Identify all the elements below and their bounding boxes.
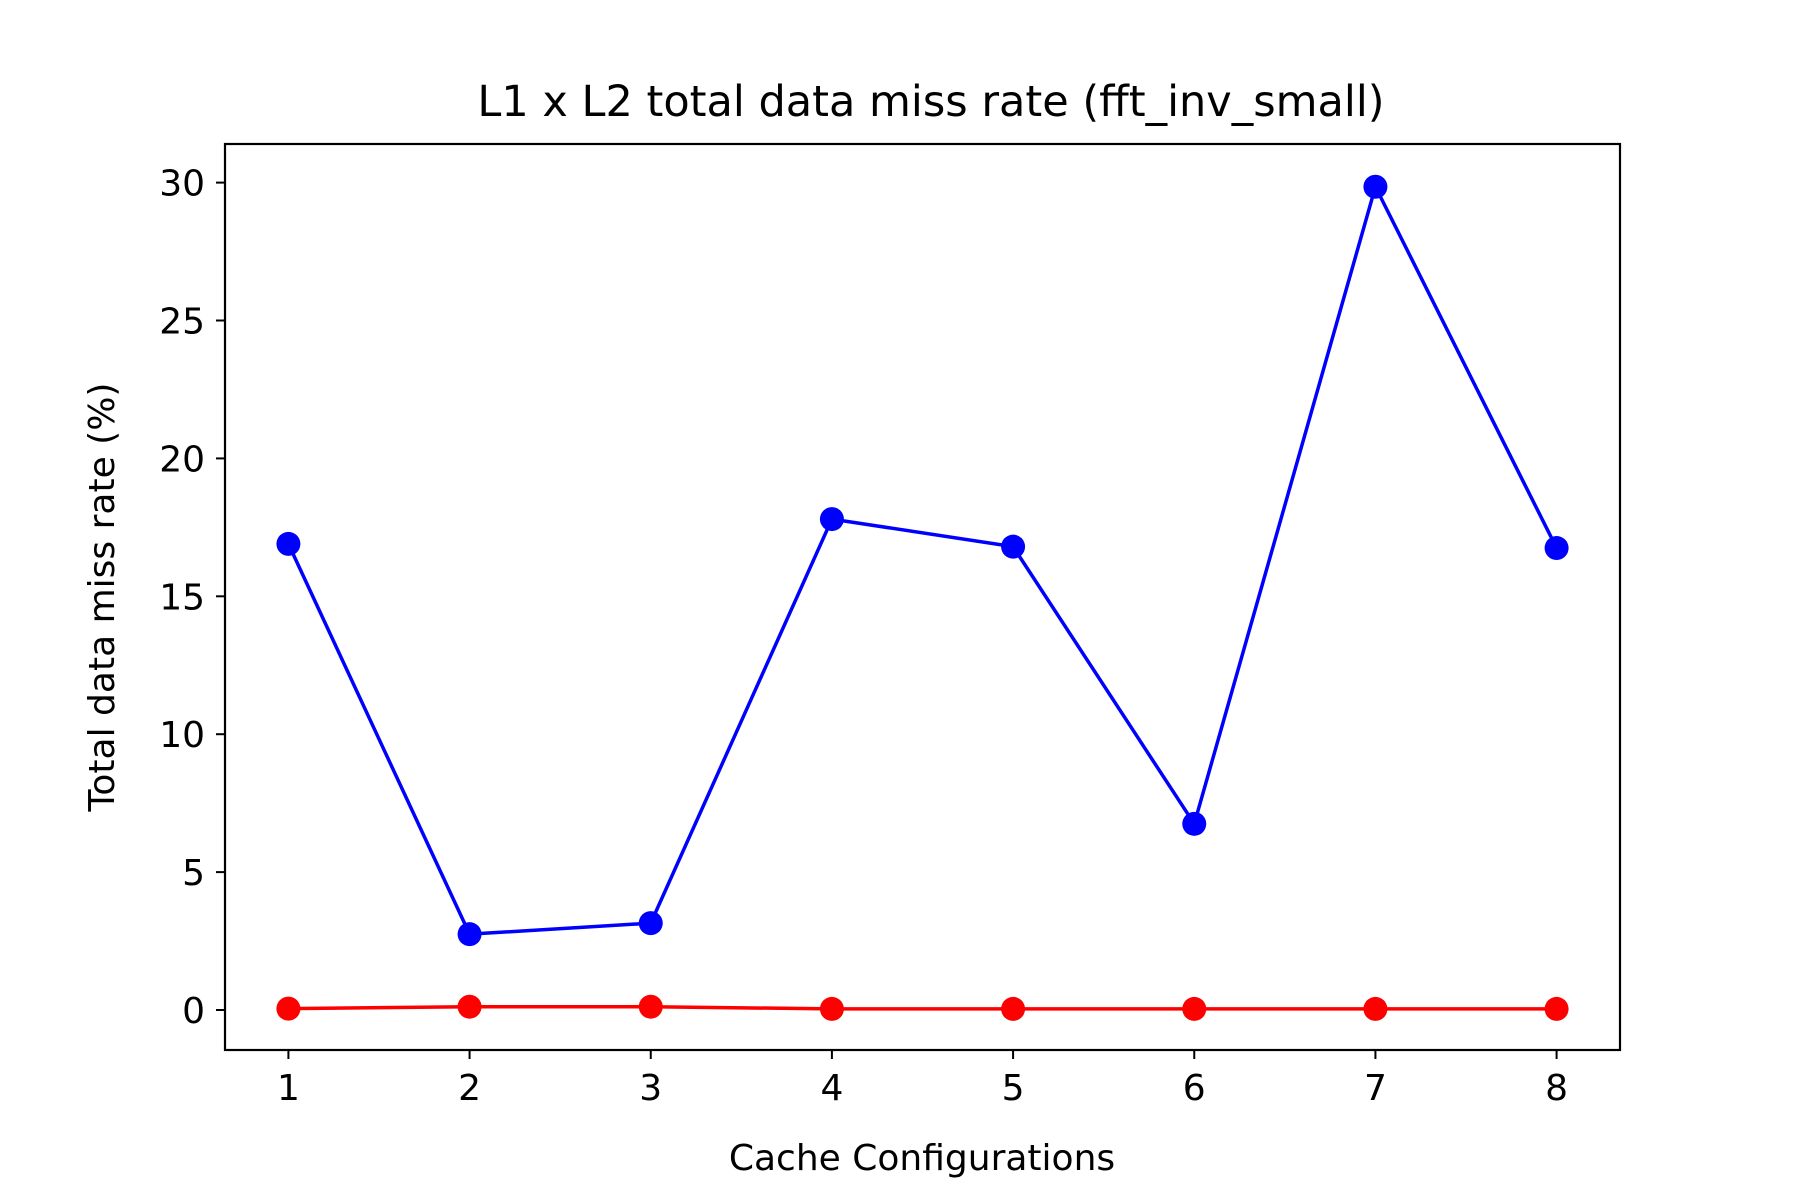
x-axis: 1 2 3 4 5 6 7 8 <box>277 1050 1568 1109</box>
x-tick-label: 4 <box>820 1068 843 1109</box>
series-layer <box>276 174 1569 1021</box>
y-tick-label: 0 <box>182 991 205 1032</box>
x-tick-label: 7 <box>1364 1068 1387 1109</box>
data-point <box>1001 996 1026 1021</box>
plot-area-frame <box>223 142 1622 1052</box>
y-axis: 0 5 10 15 20 25 30 <box>159 164 225 1032</box>
x-axis-label: Cache Configurations <box>729 1138 1115 1179</box>
x-tick-label: 2 <box>458 1068 481 1109</box>
data-point <box>1363 996 1388 1021</box>
data-point <box>1001 534 1026 559</box>
data-point <box>638 994 663 1019</box>
y-tick-label: 10 <box>159 715 205 756</box>
data-point <box>638 911 663 936</box>
data-point <box>276 996 301 1021</box>
y-axis-label: Total data miss rate (%) <box>82 383 123 813</box>
data-point <box>1544 996 1569 1021</box>
y-tick-label: 30 <box>159 164 205 205</box>
x-tick-label: 6 <box>1183 1068 1206 1109</box>
data-point <box>1182 996 1207 1021</box>
data-point <box>457 994 482 1019</box>
chart-title: L1 x L2 total data miss rate (fft_inv_sm… <box>477 77 1384 127</box>
x-tick-label: 1 <box>277 1068 300 1109</box>
series-2 <box>276 994 1569 1021</box>
y-tick-label: 15 <box>159 577 205 618</box>
data-point <box>819 507 844 532</box>
x-tick-label: 3 <box>639 1068 662 1109</box>
data-point <box>1363 174 1388 199</box>
y-tick-label: 20 <box>159 439 205 480</box>
y-tick-label: 5 <box>182 853 205 894</box>
series-line <box>286 184 1559 936</box>
data-point <box>1544 536 1569 561</box>
data-point <box>457 922 482 947</box>
series-line <box>288 1004 1557 1011</box>
data-point <box>276 531 301 556</box>
x-tick-label: 8 <box>1545 1068 1568 1109</box>
data-point <box>819 996 844 1021</box>
data-point <box>1182 811 1207 836</box>
y-tick-label: 25 <box>159 302 205 343</box>
series-1 <box>276 174 1569 947</box>
x-tick-label: 5 <box>1002 1068 1025 1109</box>
